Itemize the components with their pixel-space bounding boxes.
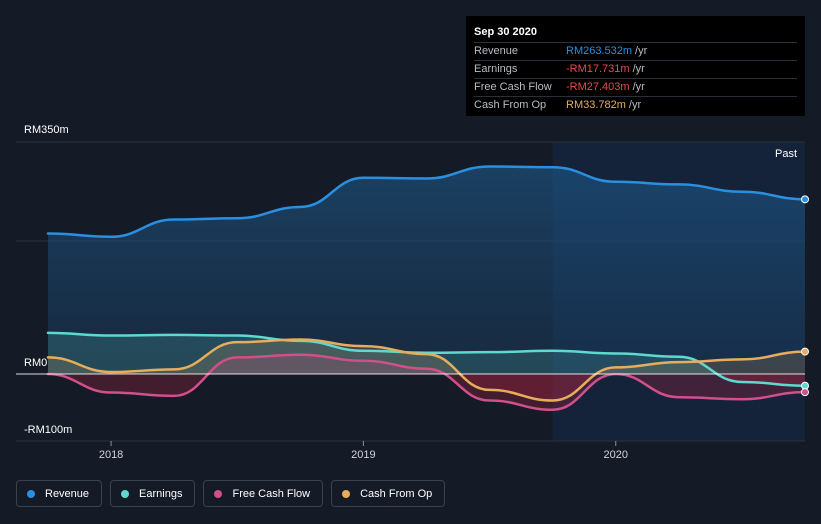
revenue-endpoint[interactable] xyxy=(801,195,809,204)
legend-item-free-cash-flow[interactable]: Free Cash Flow xyxy=(203,480,324,507)
legend-dot-icon xyxy=(214,489,223,498)
tooltip-row-value: -RM27.403m xyxy=(566,81,630,93)
cash-from-op-line xyxy=(46,338,807,402)
x-tick-label: 2020 xyxy=(604,449,628,461)
tooltip-row-unit: /yr xyxy=(628,99,642,111)
earnings-line xyxy=(46,331,807,388)
tooltip-row-unit: /yr xyxy=(632,63,645,75)
tooltip-row-unit: /yr xyxy=(635,45,648,57)
tooltip-row-value: RM33.782m xyxy=(566,99,626,111)
tooltip-row-value: RM263.532m xyxy=(566,45,633,57)
free-cash-flow-line xyxy=(46,353,807,412)
tooltip-row: Revenue RM263.532m/yr xyxy=(474,42,797,60)
tooltip-row-unit: /yr xyxy=(632,81,645,93)
x-tick-label: 2018 xyxy=(99,449,123,461)
tooltip-row-name: Revenue xyxy=(474,45,519,57)
y-label-top: RM350m xyxy=(24,124,69,136)
free-cash-flow-endpoint[interactable] xyxy=(801,388,809,397)
x-tick-label: 2019 xyxy=(351,449,375,461)
tooltip-row-value: -RM17.731m xyxy=(566,63,630,75)
tooltip-row-name: Cash From Op xyxy=(474,99,547,111)
legend-item-revenue[interactable]: Revenue xyxy=(16,480,103,507)
revenue-line xyxy=(46,165,807,239)
legend-label: Earnings xyxy=(139,487,183,500)
legend-dot-icon xyxy=(342,489,351,498)
x-axis: 2018 2019 2020 xyxy=(99,441,628,461)
tooltip: Sep 30 2020 Revenue RM263.532m/yr Earnings… xyxy=(466,16,805,116)
tooltip-row-name: Earnings xyxy=(474,63,518,75)
tooltip-row: Free Cash Flow -RM27.403m/yr xyxy=(474,78,797,96)
y-label-zero: RM0 xyxy=(24,357,47,369)
legend-item-cash-from-op[interactable]: Cash From Op xyxy=(331,480,446,507)
legend-label: Free Cash Flow xyxy=(232,487,311,500)
series-endpoints xyxy=(801,195,809,397)
legend-item-earnings[interactable]: Earnings xyxy=(110,480,196,507)
legend-dot-icon xyxy=(121,489,130,498)
earnings-area-negative xyxy=(48,374,805,386)
tooltip-date: Sep 30 2020 xyxy=(474,26,537,38)
legend-label: Cash From Op xyxy=(360,487,433,500)
series-lines xyxy=(46,165,807,412)
tooltip-row: Cash From Op RM33.782m/yr xyxy=(474,96,797,114)
series-areas xyxy=(48,166,805,410)
tooltip-row: Earnings -RM17.731m/yr xyxy=(474,60,797,78)
cash-from-op-endpoint[interactable] xyxy=(801,347,809,356)
legend-label: Revenue xyxy=(45,487,90,500)
free-cash-flow-area-negative xyxy=(48,374,805,410)
legend: Revenue Earnings Free Cash Flow Cash From O… xyxy=(16,480,446,509)
tooltip-row-name: Free Cash Flow xyxy=(474,81,552,93)
cash-from-op-area-positive xyxy=(48,339,805,374)
past-label: Past xyxy=(775,148,797,160)
legend-dot-icon xyxy=(27,489,35,498)
free-cash-flow-area-positive xyxy=(48,354,805,374)
y-label-bottom: -RM100m xyxy=(24,424,72,436)
